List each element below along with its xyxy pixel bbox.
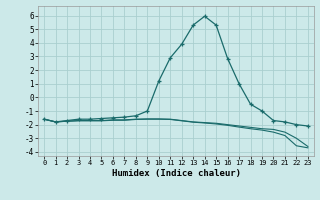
X-axis label: Humidex (Indice chaleur): Humidex (Indice chaleur) bbox=[111, 169, 241, 178]
